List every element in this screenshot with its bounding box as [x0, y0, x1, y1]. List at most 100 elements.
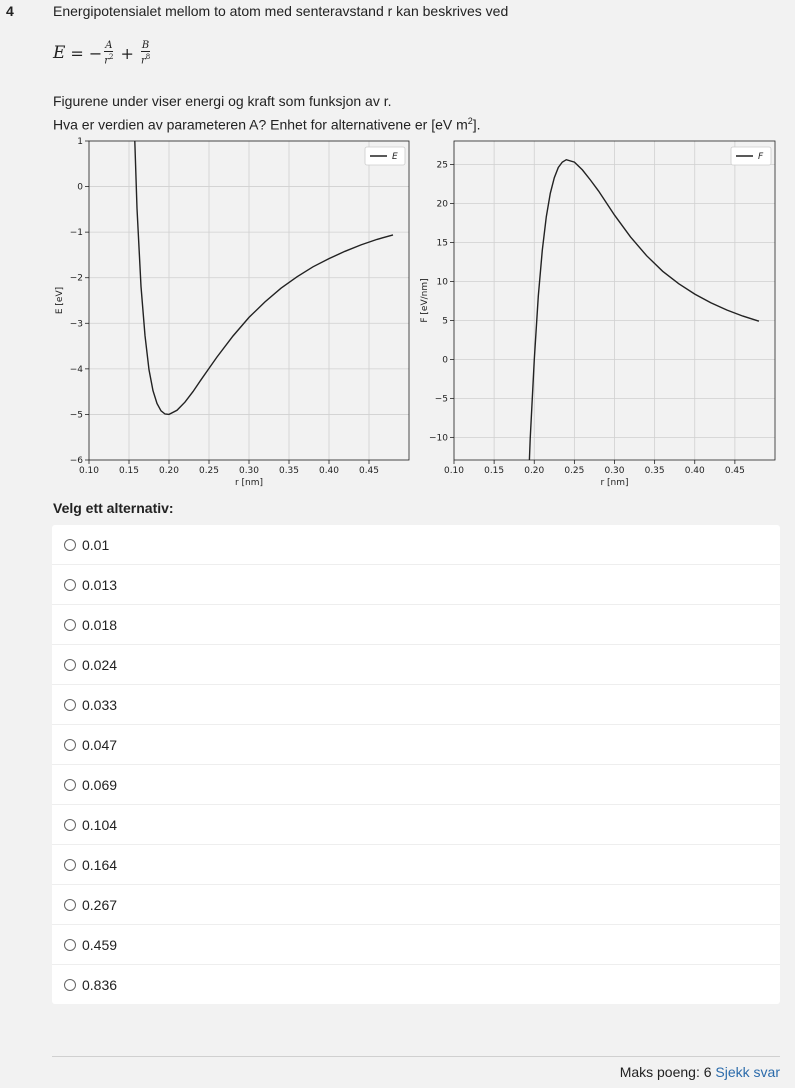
radio-button[interactable]	[64, 738, 76, 751]
energy-chart: 0.10 0.15 0.20 0.25 0.30 0.35 0.40 0.45 1 0 −1 −2 −3…	[55, 137, 410, 488]
x-axis-label: r [nm]	[235, 478, 263, 488]
radio-button[interactable]	[64, 578, 76, 591]
radio-button[interactable]	[64, 938, 76, 951]
legend-label: F	[758, 152, 764, 162]
y-tick-label: 0	[442, 355, 448, 365]
radio-button[interactable]	[64, 978, 76, 991]
line2-sup: 2	[467, 116, 473, 126]
x-tick-label: 0.45	[359, 466, 379, 476]
formula-r8-exp: 8	[145, 53, 151, 61]
footer: Maks poeng: 6 Sjekk svar	[620, 1064, 780, 1080]
formula-numerator-b: B	[140, 40, 151, 52]
formula-plus: +	[120, 43, 134, 63]
formula-r2-exp: 2	[109, 53, 114, 61]
y-tick-label: −3	[70, 319, 83, 329]
radio-button[interactable]	[64, 898, 76, 911]
radio-button[interactable]	[64, 698, 76, 711]
question-intro: Energipotensialet mellom to atom med sen…	[53, 3, 508, 19]
y-axis-label: E [eV]	[55, 287, 65, 314]
x-tick-label: 0.35	[279, 466, 299, 476]
option-label: 0.836	[82, 976, 118, 993]
y-tick-label: −5	[435, 394, 448, 404]
option-label: 0.033	[82, 696, 118, 713]
energy-formula: E = − A r2 + B r8	[53, 40, 152, 66]
option-label: 0.047	[82, 736, 118, 753]
y-tick-label: −5	[70, 410, 83, 420]
y-tick-label: 5	[442, 316, 448, 326]
x-tick-label: 0.30	[239, 466, 259, 476]
x-tick-label: 0.25	[199, 466, 219, 476]
question-number: 4	[6, 3, 14, 19]
option-row[interactable]: 0.024	[52, 645, 780, 685]
max-points-text: Maks poeng: 6	[619, 1064, 712, 1080]
series-line	[528, 158, 760, 461]
option-label: 0.267	[82, 896, 118, 913]
option-row[interactable]: 0.164	[52, 845, 780, 885]
option-row[interactable]: 0.836	[52, 965, 780, 1004]
x-axis-label: r [nm]	[600, 478, 628, 488]
option-row[interactable]: 0.267	[52, 885, 780, 925]
option-label: 0.164	[82, 856, 118, 873]
x-tick-label: 0.40	[319, 466, 339, 476]
choose-prompt: Velg ett alternativ:	[53, 500, 174, 516]
formula-numerator-a: A	[104, 40, 114, 52]
line2-text: Hva er verdien av parameteren A? Enhet f…	[53, 116, 468, 133]
radio-button[interactable]	[64, 538, 76, 551]
x-tick-label: 0.20	[524, 466, 544, 476]
x-tick-label: 0.30	[604, 466, 624, 476]
option-label: 0.024	[82, 656, 118, 673]
option-label: 0.018	[82, 616, 118, 633]
formula-minus: −	[88, 43, 103, 63]
option-row[interactable]: 0.018	[52, 605, 780, 645]
option-row[interactable]: 0.01	[52, 525, 780, 565]
y-tick-label: −1	[70, 228, 83, 238]
x-tick-label: 0.20	[159, 466, 179, 476]
y-tick-label: −2	[70, 274, 83, 284]
legend-label: E	[392, 152, 398, 162]
formula-r2-base: r	[104, 55, 110, 67]
option-row[interactable]: 0.069	[52, 765, 780, 805]
option-row[interactable]: 0.013	[52, 565, 780, 605]
x-tick-label: 0.15	[484, 466, 504, 476]
radio-button[interactable]	[64, 818, 76, 831]
x-tick-label: 0.10	[79, 466, 99, 476]
x-tick-label: 0.15	[119, 466, 139, 476]
x-tick-label: 0.10	[444, 466, 464, 476]
y-tick-label: −6	[70, 456, 84, 466]
y-tick-label: 25	[437, 160, 448, 170]
series-line	[134, 140, 394, 416]
formula-equals: =	[70, 43, 84, 63]
check-answer-link[interactable]: Sjekk svar	[715, 1064, 780, 1080]
y-tick-label: 1	[77, 137, 83, 147]
radio-button[interactable]	[64, 618, 76, 631]
option-label: 0.069	[82, 776, 118, 793]
radio-button[interactable]	[64, 658, 76, 671]
option-label: 0.104	[82, 816, 118, 833]
option-label: 0.01	[82, 536, 110, 553]
x-tick-label: 0.45	[725, 466, 745, 476]
y-tick-label: 10	[437, 277, 449, 287]
formula-r8-base: r	[140, 55, 146, 67]
x-tick-label: 0.25	[564, 466, 584, 476]
footer-divider	[52, 1056, 780, 1057]
x-tick-label: 0.40	[685, 466, 705, 476]
y-tick-label: −4	[70, 365, 84, 375]
y-axis-label: F [eV/nm]	[420, 278, 430, 322]
y-tick-label: −10	[429, 433, 448, 443]
formula-denominator-r2: r2	[104, 52, 113, 66]
option-row[interactable]: 0.033	[52, 685, 780, 725]
radio-button[interactable]	[64, 858, 76, 871]
option-row[interactable]: 0.104	[52, 805, 780, 845]
y-tick-label: 15	[437, 238, 448, 248]
option-label: 0.459	[82, 936, 118, 953]
y-tick-label: 20	[437, 199, 449, 209]
radio-button[interactable]	[64, 778, 76, 791]
question-description: Figurene under viser energi og kraft som…	[53, 91, 481, 135]
formula-denominator-r8: r8	[141, 52, 150, 66]
line2-end: ].	[472, 116, 481, 133]
options-list: 0.01 0.013 0.018 0.024 0.033 0.047 0.069 0.104 0…	[52, 525, 780, 1004]
option-row[interactable]: 0.459	[52, 925, 780, 965]
formula-lhs: E	[53, 43, 66, 64]
description-line-1: Figurene under viser energi og kraft som…	[53, 93, 392, 109]
option-row[interactable]: 0.047	[52, 725, 780, 765]
